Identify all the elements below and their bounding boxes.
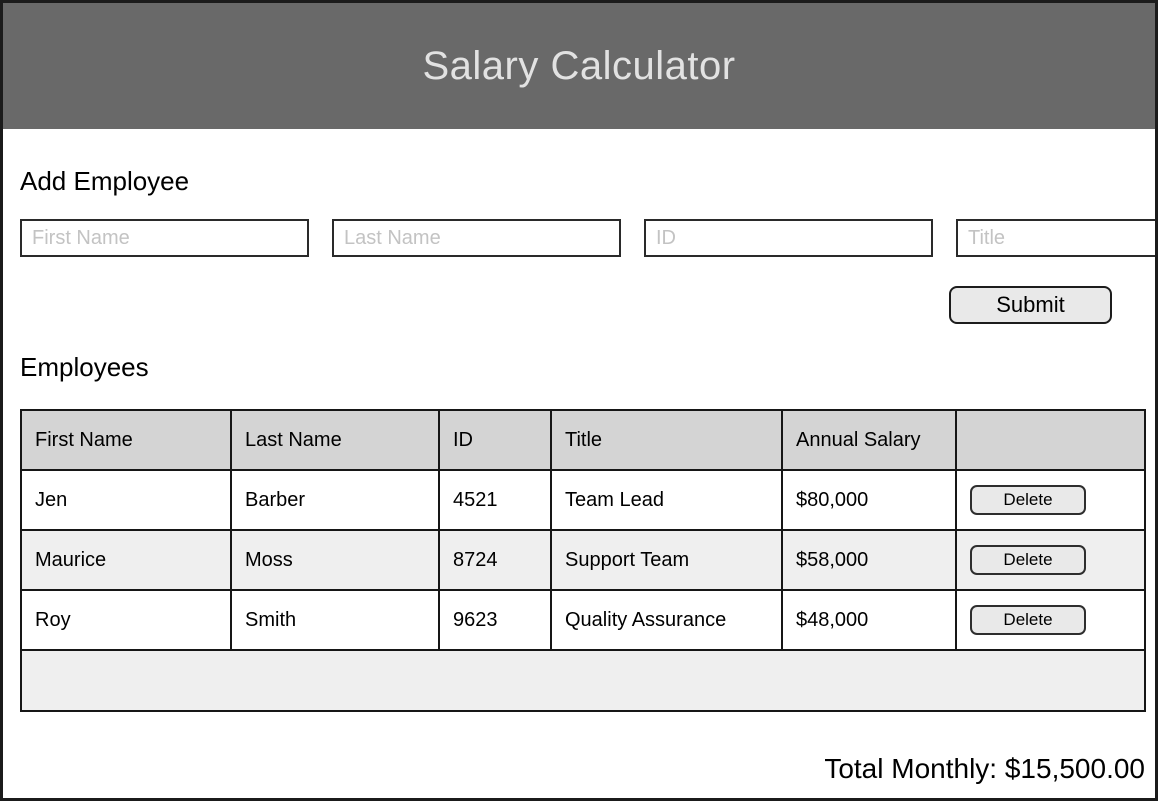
- cell-last-name: Barber: [230, 469, 440, 531]
- cell-actions: Delete: [955, 469, 1146, 531]
- title-input[interactable]: [956, 219, 1155, 257]
- cell-last-name: Smith: [230, 589, 440, 651]
- cell-actions: Delete: [955, 589, 1146, 651]
- column-header-actions: [955, 409, 1146, 471]
- total-monthly: Total Monthly: $15,500.00: [3, 753, 1155, 785]
- column-header-title: Title: [550, 409, 783, 471]
- column-header-annual-salary: Annual Salary: [781, 409, 957, 471]
- employees-table: First Name Last Name ID Title Annual Sal…: [20, 409, 1146, 712]
- table-header-row: First Name Last Name ID Title Annual Sal…: [20, 409, 1146, 471]
- cell-id: 9623: [438, 589, 552, 651]
- table-row: Roy Smith 9623 Quality Assurance $48,000…: [20, 589, 1146, 651]
- employees-heading: Employees: [20, 352, 149, 382]
- table-row: Jen Barber 4521 Team Lead $80,000 Delete: [20, 469, 1146, 531]
- table-row: Maurice Moss 8724 Support Team $58,000 D…: [20, 529, 1146, 591]
- cell-first-name: Jen: [20, 469, 232, 531]
- app-header: Salary Calculator: [3, 3, 1155, 129]
- last-name-input[interactable]: [332, 219, 621, 257]
- total-monthly-label: Total Monthly:: [824, 753, 998, 784]
- delete-button[interactable]: Delete: [970, 605, 1086, 635]
- cell-first-name: Roy: [20, 589, 232, 651]
- app-title: Salary Calculator: [422, 43, 736, 88]
- submit-row: Submit: [20, 286, 1112, 324]
- add-employee-heading: Add Employee: [20, 166, 190, 196]
- column-header-first-name: First Name: [20, 409, 232, 471]
- cell-id: 4521: [438, 469, 552, 531]
- total-monthly-value: $15,500.00: [1004, 753, 1145, 784]
- cell-title: Quality Assurance: [550, 589, 783, 651]
- table-footer-row: [20, 649, 1146, 712]
- cell-title: Support Team: [550, 529, 783, 591]
- cell-id: 8724: [438, 529, 552, 591]
- cell-annual-salary: $58,000: [781, 529, 957, 591]
- delete-button[interactable]: Delete: [970, 545, 1086, 575]
- column-header-id: ID: [438, 409, 552, 471]
- employee-table-body: Jen Barber 4521 Team Lead $80,000 Delete…: [20, 469, 1146, 651]
- column-header-last-name: Last Name: [230, 409, 440, 471]
- cell-annual-salary: $48,000: [781, 589, 957, 651]
- cell-annual-salary: $80,000: [781, 469, 957, 531]
- delete-button[interactable]: Delete: [970, 485, 1086, 515]
- id-input[interactable]: [644, 219, 933, 257]
- first-name-input[interactable]: [20, 219, 309, 257]
- table-footer-cell: [20, 649, 1146, 712]
- cell-last-name: Moss: [230, 529, 440, 591]
- add-employee-form: [20, 219, 1155, 257]
- submit-button[interactable]: Submit: [949, 286, 1112, 324]
- cell-first-name: Maurice: [20, 529, 232, 591]
- cell-actions: Delete: [955, 529, 1146, 591]
- cell-title: Team Lead: [550, 469, 783, 531]
